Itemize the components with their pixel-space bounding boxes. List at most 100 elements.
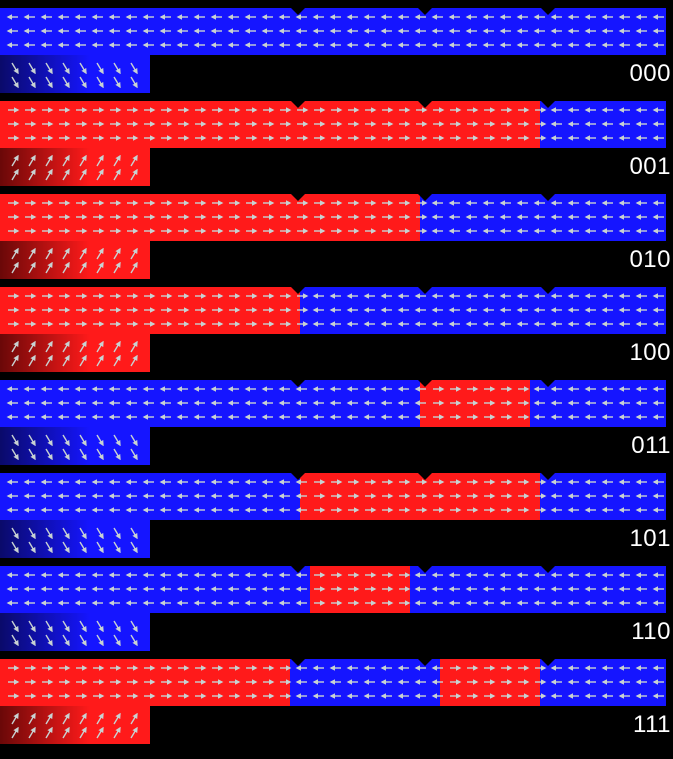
moment-arrow (79, 434, 87, 447)
moment-arrow (62, 261, 70, 274)
moment-arrow (130, 620, 138, 633)
moment-arrow (28, 168, 36, 181)
notch (541, 473, 555, 480)
notch (291, 473, 305, 480)
moment-arrow (45, 154, 53, 167)
moment-arrow (79, 62, 87, 75)
panel-1 (0, 101, 666, 186)
panel-5 (0, 473, 666, 558)
notch (418, 566, 432, 573)
moment-arrow (96, 247, 104, 260)
state-label-111: 111 (633, 711, 671, 738)
moment-arrow (130, 62, 138, 75)
state-label-011: 011 (631, 432, 671, 459)
moment-arrow (45, 340, 53, 353)
notch (291, 659, 305, 666)
moment-arrow (130, 247, 138, 260)
moment-arrow (79, 154, 87, 167)
moment-arrow (130, 434, 138, 447)
moment-arrow (130, 527, 138, 540)
moment-arrow (11, 541, 19, 554)
notch (418, 287, 432, 294)
moment-arrow (96, 712, 104, 725)
notch (418, 101, 432, 108)
moment-arrow (130, 634, 138, 647)
moment-arrow (28, 527, 36, 540)
moment-arrow (96, 261, 104, 274)
stub-region (0, 520, 150, 558)
moment-arrow (11, 527, 19, 540)
moment-arrow (113, 620, 121, 633)
notch (291, 566, 305, 573)
moment-arrow (113, 168, 121, 181)
moment-arrow (11, 340, 19, 353)
moment-arrow (62, 620, 70, 633)
domain-segment (310, 566, 410, 613)
notch (541, 101, 555, 108)
moment-arrow (130, 354, 138, 367)
moment-arrow (113, 448, 121, 461)
moment-arrow (11, 448, 19, 461)
moment-arrow (45, 620, 53, 633)
state-label-010: 010 (629, 246, 671, 273)
moment-arrow (28, 448, 36, 461)
moment-arrow (113, 634, 121, 647)
moment-arrow (96, 154, 104, 167)
moment-arrow (79, 261, 87, 274)
moment-arrow (62, 340, 70, 353)
notch (418, 380, 432, 387)
moment-arrow (11, 726, 19, 739)
moment-arrow (130, 448, 138, 461)
notch (541, 287, 555, 294)
moment-arrow (28, 726, 36, 739)
moment-arrow (11, 354, 19, 367)
moment-arrow (62, 168, 70, 181)
moment-arrow (28, 712, 36, 725)
moment-arrow (79, 541, 87, 554)
moment-arrow (62, 634, 70, 647)
stub-region (0, 706, 150, 744)
panel-0 (0, 8, 666, 93)
notch (541, 566, 555, 573)
moment-arrow (62, 726, 70, 739)
moment-arrow (130, 168, 138, 181)
stub-region (0, 613, 150, 651)
state-label-000: 000 (629, 60, 671, 87)
stub-region (0, 334, 150, 372)
moment-arrow (28, 634, 36, 647)
moment-arrow (113, 541, 121, 554)
state-label-100: 100 (629, 339, 671, 366)
moment-arrow (28, 434, 36, 447)
state-label-001: 001 (629, 153, 671, 180)
moment-arrow (96, 76, 104, 89)
moment-arrow (96, 541, 104, 554)
moment-arrow (45, 76, 53, 89)
moment-arrow (79, 726, 87, 739)
moment-arrow (79, 76, 87, 89)
moment-arrow (45, 62, 53, 75)
moment-arrow (11, 168, 19, 181)
moment-arrow (45, 434, 53, 447)
moment-arrow (79, 340, 87, 353)
notch (418, 473, 432, 480)
moment-arrow (79, 247, 87, 260)
notch (418, 194, 432, 201)
moment-arrow (130, 340, 138, 353)
moment-arrow (130, 726, 138, 739)
panel-6 (0, 566, 666, 651)
moment-arrow (11, 712, 19, 725)
moment-arrow (113, 154, 121, 167)
panel-4 (0, 380, 666, 465)
moment-arrow (28, 247, 36, 260)
moment-arrow (113, 527, 121, 540)
moment-arrow (45, 247, 53, 260)
stub-region (0, 241, 150, 279)
moment-arrow (113, 354, 121, 367)
moment-arrow (62, 541, 70, 554)
moment-arrow (62, 448, 70, 461)
moment-arrow (45, 541, 53, 554)
moment-arrow (62, 247, 70, 260)
moment-arrow (113, 726, 121, 739)
moment-arrow (96, 634, 104, 647)
